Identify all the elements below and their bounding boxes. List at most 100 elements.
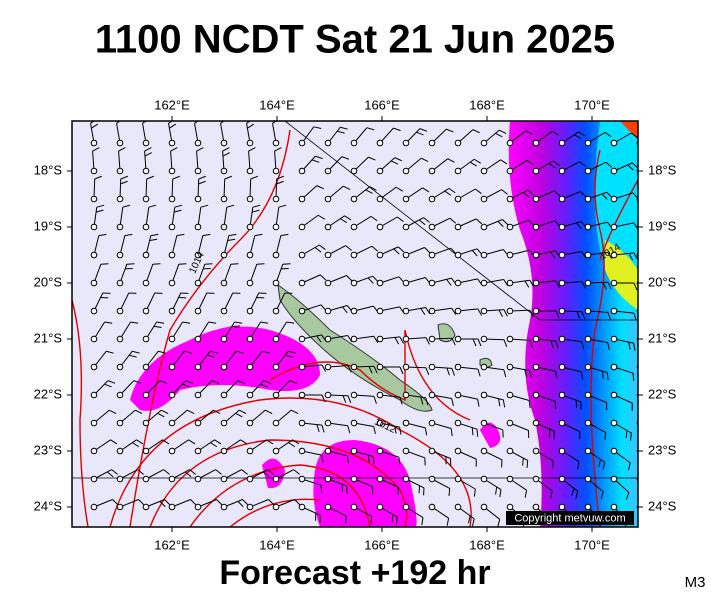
barb-flag xyxy=(393,127,401,132)
barb-flag xyxy=(659,314,663,321)
barb-station xyxy=(480,475,488,483)
barb-staff xyxy=(171,264,180,284)
wind-barb xyxy=(480,363,507,378)
wind-barb xyxy=(324,475,348,494)
barb-flag xyxy=(346,455,350,464)
barb-flag xyxy=(526,159,534,166)
wind-barb xyxy=(376,186,403,203)
wind-barb xyxy=(376,419,402,435)
wind-barb xyxy=(272,439,300,455)
barb-flag xyxy=(647,522,654,529)
barb-staff xyxy=(353,478,373,487)
barb-flag xyxy=(633,312,637,321)
barb-staff xyxy=(405,478,425,489)
barb-station xyxy=(480,279,488,287)
title: 1100 NCDT Sat 21 Jun 2025 xyxy=(95,18,615,62)
barb-staff xyxy=(301,274,321,284)
barb-station xyxy=(610,419,618,427)
barb-flag xyxy=(124,233,133,237)
barb-staff xyxy=(457,478,476,490)
barb-flag xyxy=(230,263,239,265)
wind-barb xyxy=(454,307,483,316)
wind-barb xyxy=(168,147,178,175)
barb-station xyxy=(480,251,488,259)
barb-staff xyxy=(246,123,251,144)
barb-station xyxy=(220,363,228,371)
barb-flag xyxy=(476,429,479,437)
barb-flag xyxy=(477,399,480,407)
barb-flag xyxy=(628,462,631,471)
barb-staff xyxy=(535,160,554,172)
wind-barb xyxy=(376,157,402,175)
wind-barb xyxy=(350,419,376,435)
barb-flag xyxy=(449,217,457,224)
barb-station xyxy=(480,195,488,203)
barb-staff xyxy=(301,244,320,256)
barb-flag xyxy=(342,306,348,314)
barb-station xyxy=(506,223,514,231)
barb-flag xyxy=(581,311,586,319)
barb-flag xyxy=(660,253,663,260)
barb-station xyxy=(298,307,306,315)
wind-barb xyxy=(584,475,604,500)
wind-barb xyxy=(298,126,322,147)
barb-flag xyxy=(372,486,374,495)
barb-station xyxy=(402,167,410,175)
barb-staff xyxy=(353,215,372,228)
wind-barb xyxy=(610,279,638,291)
wind-barb xyxy=(532,419,555,439)
barb-station xyxy=(558,167,566,175)
barb-staff xyxy=(535,366,556,372)
barb-station xyxy=(480,447,488,455)
barb-station xyxy=(558,391,566,399)
barb-flag xyxy=(112,499,119,506)
barb-staff xyxy=(274,151,277,172)
barb-flag xyxy=(321,424,325,433)
barb-staff xyxy=(93,499,113,508)
barb-station xyxy=(246,195,254,203)
barb-station xyxy=(532,139,540,147)
wind-barb xyxy=(636,363,638,371)
barb-flag xyxy=(497,221,504,228)
barb-station xyxy=(272,223,280,231)
barb-staff xyxy=(431,337,453,340)
wind-barb xyxy=(454,158,481,175)
wind-barb xyxy=(298,363,327,372)
barb-staff xyxy=(535,450,554,462)
barb-flag xyxy=(203,267,211,270)
barb-staff xyxy=(327,394,349,397)
barb-station xyxy=(532,195,540,203)
barb-staff xyxy=(353,127,368,144)
wind-barb xyxy=(246,469,274,483)
wind-barb xyxy=(584,191,613,203)
barb-staff xyxy=(379,478,399,488)
wind-barb xyxy=(246,147,256,175)
barb-staff xyxy=(353,335,374,340)
barb-staff xyxy=(275,439,293,452)
barb-flag xyxy=(523,192,530,198)
barb-station xyxy=(376,251,384,259)
barb-staff xyxy=(483,450,503,461)
barb-station xyxy=(428,447,436,455)
barb-staff xyxy=(119,178,122,200)
barb-staff xyxy=(561,310,583,313)
wind-barb xyxy=(376,363,404,375)
barb-station xyxy=(350,335,358,343)
wind-barb xyxy=(90,439,118,455)
barb-staff xyxy=(561,422,581,433)
wind-barb xyxy=(428,363,455,376)
barb-flag xyxy=(347,335,353,343)
barb-flag xyxy=(262,471,270,478)
barb-flag xyxy=(368,366,373,374)
barb-staff xyxy=(93,264,102,284)
wind-barb xyxy=(246,409,273,427)
barb-station xyxy=(376,335,384,343)
barb-staff xyxy=(301,422,322,426)
barb-station xyxy=(220,335,228,343)
barb-flag xyxy=(524,369,527,378)
wind-barb xyxy=(350,391,377,404)
barb-flag xyxy=(498,309,503,317)
barb-staff xyxy=(613,222,634,228)
barb-station xyxy=(506,307,514,315)
